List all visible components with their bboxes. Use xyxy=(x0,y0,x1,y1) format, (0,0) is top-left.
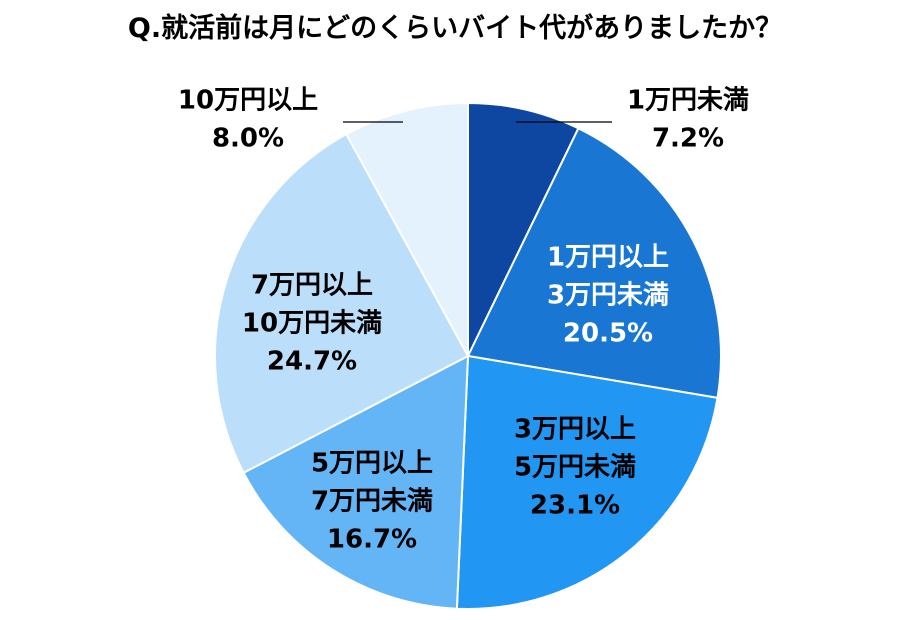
slice-label-line: 5万円未満 xyxy=(514,453,636,483)
pie-slices xyxy=(214,101,722,610)
slice-value-label: 8.0% xyxy=(212,124,284,154)
slice-value-label: 16.7% xyxy=(327,525,417,555)
slice-value-label: 20.5% xyxy=(563,319,653,349)
pie-slice-6 xyxy=(344,101,469,357)
slice-value-label: 24.7% xyxy=(267,347,357,377)
slice-label-5: 7万円以上 10万円未満 24.7% xyxy=(242,271,382,377)
slice-label-4: 5万円以上 7万円未満 16.7% xyxy=(311,449,433,555)
slice-labels: 1万円未満 7.2% 1万円以上 3万円未満 20.5% 3万円以上 5万円未満 23.1% 5… xyxy=(178,86,749,555)
chart-title: Q.就活前は月にどのくらいバイト代がありましたか？ xyxy=(127,13,783,44)
pie-slice-5 xyxy=(214,132,470,475)
slice-label-line: 1万円以上 xyxy=(547,243,669,273)
pie-slice-2 xyxy=(466,127,722,400)
slice-label-line: 1万円未満 xyxy=(627,86,749,116)
slice-label-line: 3万円以上 xyxy=(514,415,636,445)
slice-label-2: 1万円以上 3万円未満 20.5% xyxy=(547,243,669,349)
slice-label-line: 10万円以上 xyxy=(178,86,318,116)
slice-label-3: 3万円以上 5万円未満 23.1% xyxy=(514,415,636,521)
slice-label-line: 7万円未満 xyxy=(311,487,433,517)
pie-slice-1 xyxy=(467,101,580,357)
slice-label-line: 10万円未満 xyxy=(242,309,382,339)
slice-label-line: 5万円以上 xyxy=(311,449,433,479)
slice-label-line: 3万円未満 xyxy=(547,281,669,311)
pie-slice-3 xyxy=(455,354,719,610)
slice-label-line: 7万円以上 xyxy=(251,271,373,301)
slice-value-label: 23.1% xyxy=(530,491,620,521)
pie-slice-4 xyxy=(242,354,470,610)
slice-value-label: 7.2% xyxy=(652,124,724,154)
slice-label-1: 1万円未満 7.2% xyxy=(627,86,749,154)
slice-label-6: 10万円以上 8.0% xyxy=(178,86,318,154)
